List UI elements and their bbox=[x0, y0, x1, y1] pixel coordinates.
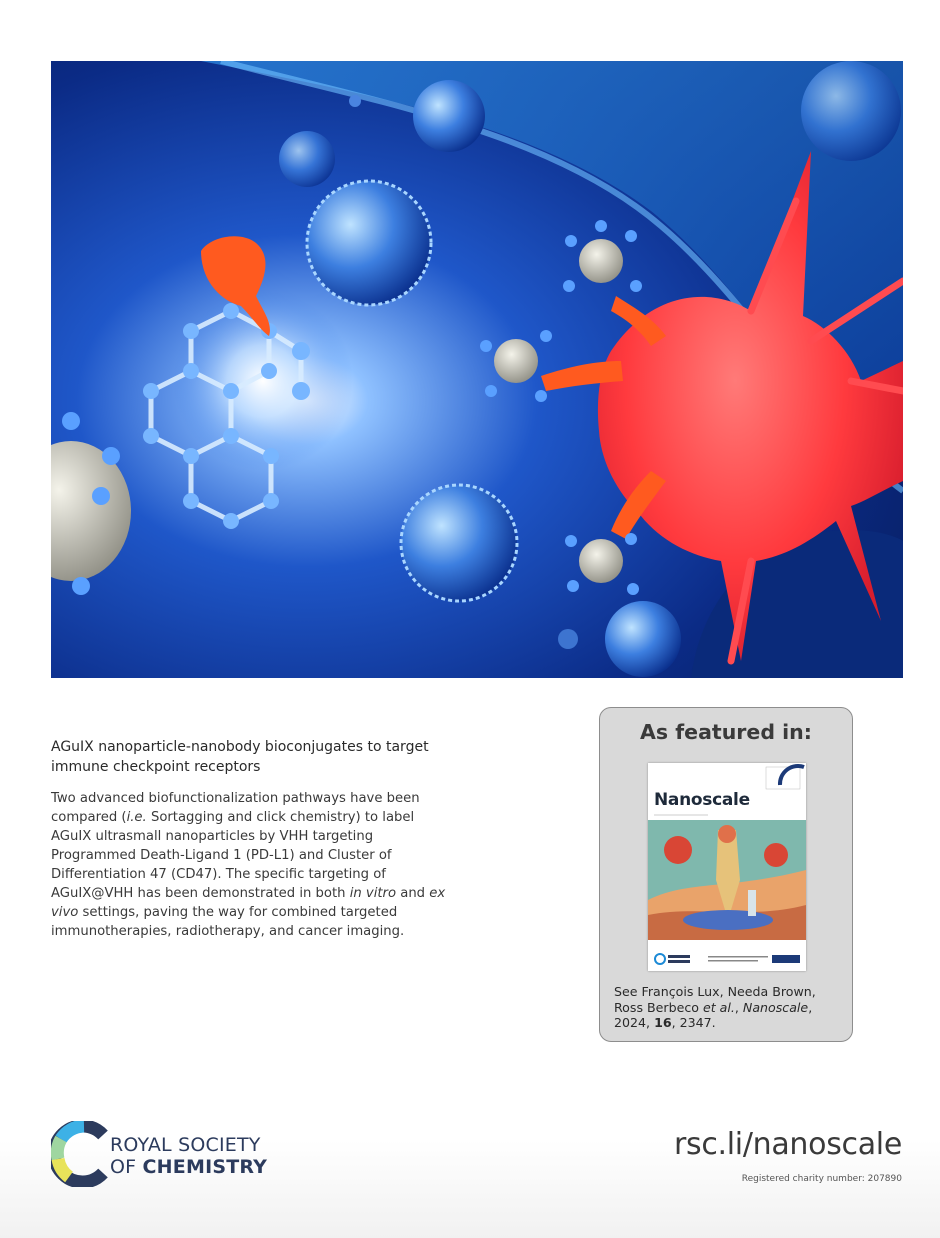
cite-etal: et al. bbox=[702, 999, 735, 1015]
desc-text: Sortagging and click chemistry) to label… bbox=[51, 810, 415, 901]
rsc-logo-icon[interactable] bbox=[48, 1119, 117, 1189]
vesicle bbox=[413, 80, 485, 152]
journal-cover-thumbnail[interactable]: Nanoscale bbox=[648, 763, 806, 971]
cite-volume: 16 bbox=[654, 1015, 672, 1030]
featured-box: As featured in: Nanoscale bbox=[599, 707, 853, 1042]
desc-italic: i.e. bbox=[126, 810, 147, 825]
article-description: Two advanced biofunctionalization pathwa… bbox=[51, 789, 451, 941]
nanoparticle bbox=[51, 412, 131, 595]
article-title: AGuIX nanoparticle-nanobody bioconjugate… bbox=[51, 739, 429, 775]
vesicle bbox=[605, 601, 681, 677]
desc-text: and bbox=[396, 886, 430, 901]
cover-illustration bbox=[51, 61, 903, 678]
charity-number: Registered charity number: 207890 bbox=[741, 1174, 902, 1184]
cover-footer bbox=[648, 947, 806, 971]
journal-url-link[interactable]: rsc.li/nanoscale bbox=[673, 1127, 902, 1162]
cite-authors: See François Lux, Needa Brown, Ross Berb… bbox=[614, 984, 816, 1015]
cover-art bbox=[648, 820, 806, 940]
cite-sep: , bbox=[734, 999, 743, 1015]
cancer-cell bbox=[597, 151, 903, 665]
rsc-name-line2: OF CHEMISTRY bbox=[110, 1156, 267, 1178]
cite-journal: Nanoscale bbox=[742, 999, 809, 1015]
rsc-chemistry: CHEMISTRY bbox=[142, 1156, 268, 1178]
nanoparticle bbox=[563, 220, 642, 292]
vesicle bbox=[399, 483, 519, 603]
desc-italic: ex vivo bbox=[51, 886, 446, 920]
nanoparticle bbox=[480, 330, 552, 402]
citation: See François Lux, Needa Brown, Ross Berb… bbox=[614, 984, 844, 1031]
rsc-name-line1: ROYAL SOCIETY bbox=[110, 1134, 261, 1156]
vesicle bbox=[305, 179, 433, 307]
journal-name: Nanoscale bbox=[654, 790, 750, 810]
desc-text: settings, paving the way for combined ta… bbox=[51, 905, 405, 939]
cite-pages: , 2347. bbox=[671, 1015, 716, 1030]
featured-heading: As featured in: bbox=[640, 720, 812, 744]
desc-text: Two advanced biofunctionalization pathwa… bbox=[51, 791, 420, 825]
desc-italic: in vitro bbox=[349, 886, 397, 901]
rsc-of: OF bbox=[110, 1156, 143, 1178]
cite-year: , 2024, bbox=[614, 999, 813, 1031]
vesicle bbox=[279, 131, 335, 187]
nanoparticle bbox=[565, 533, 639, 595]
